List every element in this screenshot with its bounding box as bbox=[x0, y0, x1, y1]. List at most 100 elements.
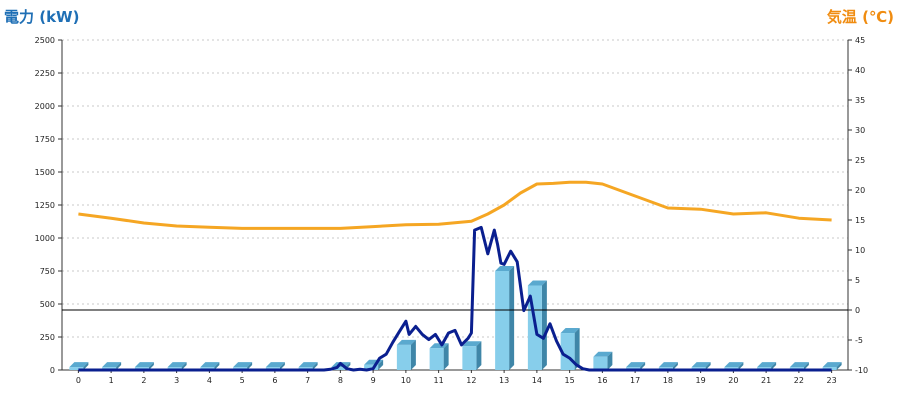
x-tick-label-7: 7 bbox=[305, 376, 310, 385]
bar-top-22 bbox=[789, 362, 809, 368]
bar-face-10 bbox=[396, 344, 411, 370]
bar-side-1 bbox=[116, 362, 122, 370]
bar-top-0 bbox=[69, 362, 89, 368]
x-tick-label-11: 11 bbox=[434, 376, 444, 385]
bar-top-10 bbox=[396, 339, 416, 345]
bar-face-11 bbox=[429, 348, 444, 370]
x-tick-label-8: 8 bbox=[338, 376, 343, 385]
bar-side-4 bbox=[214, 362, 220, 370]
power-line bbox=[78, 225, 832, 372]
bar-top-16 bbox=[593, 351, 613, 357]
left-tick-label-10: 2500 bbox=[35, 36, 55, 45]
bar-side-14 bbox=[541, 280, 547, 370]
bar-top-21 bbox=[757, 362, 777, 368]
bar-top-12 bbox=[462, 341, 482, 347]
x-tick-label-17: 17 bbox=[630, 376, 640, 385]
right-tick-label-2: 0 bbox=[855, 306, 860, 315]
x-tick-label-10: 10 bbox=[401, 376, 411, 385]
bar-side-7 bbox=[312, 362, 318, 370]
bar-top-6 bbox=[265, 362, 285, 368]
x-tick-label-2: 2 bbox=[141, 376, 146, 385]
x-tick-label-12: 12 bbox=[466, 376, 476, 385]
bar-face-12 bbox=[462, 346, 477, 370]
right-tick-label-5: 15 bbox=[855, 216, 865, 225]
bar-top-13 bbox=[495, 266, 515, 271]
bar-side-6 bbox=[279, 362, 285, 370]
bar-side-10 bbox=[410, 339, 416, 370]
bar-10 bbox=[396, 339, 416, 370]
bar-side-13 bbox=[509, 266, 515, 370]
x-tick-label-15: 15 bbox=[565, 376, 575, 385]
x-tick-label-23: 23 bbox=[827, 376, 837, 385]
bar-top-2 bbox=[134, 362, 154, 368]
right-tick-label-4: 10 bbox=[855, 246, 865, 255]
left-tick-label-2: 500 bbox=[40, 300, 55, 309]
left-tick-label-3: 750 bbox=[40, 267, 55, 276]
x-tick-label-4: 4 bbox=[207, 376, 212, 385]
bar-top-20 bbox=[724, 362, 744, 368]
x-tick-label-18: 18 bbox=[663, 376, 673, 385]
bar-side-12 bbox=[476, 341, 482, 370]
bar-side-22 bbox=[803, 362, 809, 370]
x-tick-label-6: 6 bbox=[272, 376, 277, 385]
left-tick-label-8: 2000 bbox=[35, 102, 55, 111]
right-tick-label-9: 35 bbox=[855, 96, 865, 105]
bar-top-4 bbox=[200, 362, 220, 368]
x-tick-label-16: 16 bbox=[597, 376, 607, 385]
bar-side-5 bbox=[247, 362, 253, 370]
right-tick-label-10: 40 bbox=[855, 66, 865, 75]
bar-side-3 bbox=[181, 362, 187, 370]
left-axis-title: 電力 (kW) bbox=[4, 8, 80, 26]
bar-top-7 bbox=[298, 362, 318, 368]
right-tick-label-7: 25 bbox=[855, 156, 865, 165]
bar-side-11 bbox=[443, 343, 449, 370]
bar-side-19 bbox=[705, 362, 711, 370]
x-tick-label-5: 5 bbox=[240, 376, 245, 385]
bar-face-9 bbox=[364, 364, 379, 370]
bar-face-8 bbox=[331, 367, 346, 370]
bar-side-18 bbox=[672, 362, 678, 370]
left-tick-label-0: 0 bbox=[50, 366, 55, 375]
bar-top-19 bbox=[691, 362, 711, 368]
bar-side-20 bbox=[738, 362, 744, 370]
bar-top-1 bbox=[102, 362, 122, 368]
temperature-line bbox=[78, 180, 832, 230]
left-tick-label-7: 1750 bbox=[35, 135, 55, 144]
left-tick-label-5: 1250 bbox=[35, 201, 55, 210]
right-tick-label-1: -5 bbox=[855, 336, 863, 345]
bar-11 bbox=[429, 343, 449, 370]
bar-side-17 bbox=[640, 362, 646, 370]
bar-0 bbox=[69, 362, 89, 370]
bar-12 bbox=[462, 341, 482, 370]
left-tick-label-1: 250 bbox=[40, 333, 55, 342]
bar-top-11 bbox=[429, 343, 449, 349]
bar-13 bbox=[495, 266, 515, 370]
x-tick-label-21: 21 bbox=[761, 376, 771, 385]
bar-face-0 bbox=[69, 367, 84, 370]
x-tick-label-9: 9 bbox=[371, 376, 376, 385]
bar-top-5 bbox=[233, 362, 253, 368]
right-axis-title: 気温 (℃) bbox=[826, 8, 894, 26]
x-tick-label-14: 14 bbox=[532, 376, 542, 385]
left-tick-label-9: 2250 bbox=[35, 69, 55, 78]
bar-top-17 bbox=[626, 362, 646, 368]
bar-top-3 bbox=[167, 362, 187, 368]
bar-side-23 bbox=[836, 362, 842, 370]
right-tick-label-6: 20 bbox=[855, 186, 865, 195]
bar-side-21 bbox=[771, 362, 777, 370]
bar-face-16 bbox=[593, 356, 608, 370]
right-tick-label-8: 30 bbox=[855, 126, 865, 135]
bar-14 bbox=[527, 280, 547, 370]
bar-top-23 bbox=[822, 362, 842, 368]
right-tick-label-11: 45 bbox=[855, 36, 865, 45]
bar-top-14 bbox=[527, 280, 547, 286]
x-tick-label-20: 20 bbox=[728, 376, 738, 385]
x-tick-label-1: 1 bbox=[109, 376, 114, 385]
x-tick-label-22: 22 bbox=[794, 376, 804, 385]
x-tick-label-19: 19 bbox=[696, 376, 706, 385]
bar-side-0 bbox=[83, 362, 89, 370]
bar-side-9 bbox=[378, 359, 384, 370]
bar-16 bbox=[593, 351, 613, 370]
x-tick-label-3: 3 bbox=[174, 376, 179, 385]
